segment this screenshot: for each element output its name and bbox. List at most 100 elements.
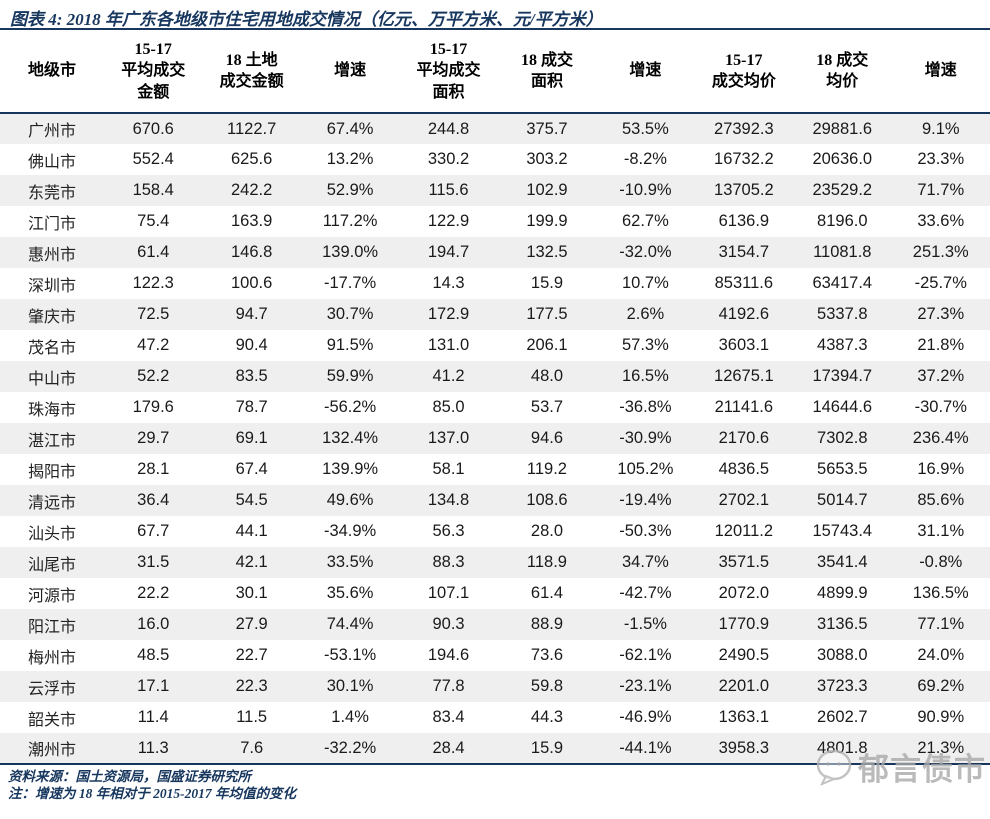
value-cell: 115.6 (428, 181, 469, 199)
city-cell: 肇庆市 (27, 308, 76, 326)
value-cell: 2201.0 (718, 677, 770, 695)
value-cell: 34.7% (622, 553, 669, 571)
value-cell: 330.2 (427, 150, 470, 168)
value-cell: 4192.6 (718, 305, 770, 323)
value-cell: 4899.9 (817, 584, 868, 602)
value-cell: 2170.6 (718, 429, 770, 447)
table-row: 阳江市 16.0 27.9 74.4% 90.3 88.9 -1.5% 1770.9 3136.… (0, 609, 990, 640)
value-cell: 29881.6 (812, 119, 873, 138)
table-row: 清远市 36.4 54.5 49.6% 134.8 108.6 -19.4% 2702.1 50… (0, 485, 990, 516)
value-cell: 2702.1 (718, 491, 770, 509)
table-row: 汕尾市 31.5 42.1 33.5% 88.3 118.9 34.7% 3571.5 3541… (0, 547, 990, 578)
column-header: 增速 (300, 30, 400, 114)
value-cell: 35.6% (326, 584, 374, 602)
value-cell: -23.1% (619, 677, 672, 695)
value-cell: -8.2% (623, 150, 667, 168)
value-cell: 58.1 (432, 460, 465, 478)
value-cell: 10.7% (622, 274, 669, 292)
value-cell: -10.9% (619, 181, 672, 199)
value-cell: 177.5 (526, 305, 568, 323)
value-cell: -34.9% (323, 522, 377, 540)
value-cell: 33.6% (917, 212, 965, 230)
value-cell: 244.8 (427, 119, 470, 138)
value-cell: 59.8 (530, 677, 564, 695)
value-cell: 3571.5 (718, 553, 770, 571)
value-cell: 3958.3 (694, 733, 794, 765)
value-cell: 53.7 (530, 398, 564, 416)
value-cell: -1.5% (623, 615, 667, 633)
table-row: 揭阳市 28.1 67.4 139.9% 58.1 119.2 105.2% 4836.5 56… (0, 454, 990, 485)
value-cell: 94.7 (235, 305, 268, 323)
value-cell: 74.4% (326, 615, 374, 633)
value-cell: 94.6 (530, 429, 564, 447)
value-cell: 16.5% (622, 367, 669, 385)
value-cell: 88.9 (530, 615, 564, 633)
value-cell: 67.4 (235, 460, 268, 478)
value-cell: 41.2 (432, 367, 465, 385)
value-cell: 21141.6 (714, 398, 774, 416)
table-row: 江门市 75.4 163.9 117.2% 122.9 199.9 62.7% 6136.9 8… (0, 206, 990, 237)
value-cell: 21.3% (891, 733, 990, 765)
value-cell: 172.9 (427, 305, 470, 323)
value-cell: 16.0 (137, 615, 170, 633)
value-cell: 118.9 (526, 553, 567, 571)
value-cell: 28.1 (137, 460, 170, 478)
value-cell: 22.3 (235, 677, 268, 695)
value-cell: 27.9 (235, 615, 268, 633)
value-cell: -53.1% (323, 646, 377, 664)
value-cell: 117.2% (322, 212, 378, 230)
value-cell: 8196.0 (817, 212, 868, 230)
value-cell: 7.6 (202, 733, 301, 765)
column-header: 15-17 平均成交 面积 (399, 30, 498, 114)
column-header: 增速 (596, 30, 695, 114)
value-cell: 85.6% (917, 491, 965, 509)
value-cell: 13705.2 (714, 181, 774, 199)
table-row: 云浮市 17.1 22.3 30.1% 77.8 59.8 -23.1% 2201.0 3723… (0, 671, 990, 702)
table-row: 广州市 670.6 1122.7 67.4% 244.8 375.7 53.5% 27392.… (0, 113, 990, 144)
city-cell: 潮州市 (0, 733, 104, 765)
table-row: 潮州市 11.3 7.6 -32.2% 28.4 15.9 -44.1% 3958.3 4801… (0, 733, 990, 765)
value-cell: 122.3 (132, 274, 174, 292)
column-header: 18 土地 成交金额 (202, 30, 301, 114)
value-cell: 73.6 (530, 646, 564, 664)
value-cell: 11.3 (104, 733, 203, 765)
city-cell: 佛山市 (27, 153, 76, 171)
value-cell: 119.2 (526, 460, 567, 478)
value-cell: -32.2% (300, 733, 400, 765)
value-cell: 2072.0 (718, 584, 770, 602)
value-cell: 122.9 (427, 212, 470, 230)
value-cell: 12011.2 (714, 522, 774, 540)
value-cell: 69.1 (235, 429, 268, 447)
value-cell: 3541.4 (817, 553, 868, 571)
city-cell: 中山市 (27, 370, 76, 388)
value-cell: 54.5 (235, 491, 268, 509)
table-row: 东莞市 158.4 242.2 52.9% 115.6 102.9 -10.9% 13705.… (0, 175, 990, 206)
table-row: 茂名市 47.2 90.4 91.5% 131.0 206.1 57.3% 3603.1 438… (0, 330, 990, 361)
value-cell: 625.6 (231, 150, 273, 168)
value-cell: 3603.1 (718, 336, 770, 354)
value-cell: 83.5 (235, 367, 268, 385)
city-cell: 河源市 (27, 587, 76, 605)
value-cell: 4836.5 (718, 460, 770, 478)
value-cell: 3154.7 (718, 243, 770, 261)
value-cell: -30.9% (619, 429, 672, 447)
value-cell: 62.7% (622, 212, 669, 230)
value-cell: 85311.6 (714, 274, 774, 292)
table-row: 韶关市 11.4 11.5 1.4% 83.4 44.3 -46.9% 1363.1 2602.… (0, 702, 990, 733)
value-cell: -30.7% (914, 398, 967, 416)
table-row: 肇庆市 72.5 94.7 30.7% 172.9 177.5 2.6% 4192.6 5337… (0, 299, 990, 330)
city-cell: 茂名市 (27, 339, 76, 357)
value-cell: 77.8 (432, 677, 465, 695)
value-cell: 303.2 (526, 150, 568, 168)
value-cell: 44.1 (235, 522, 268, 540)
value-cell: 1.4% (331, 708, 369, 726)
value-cell: 28.0 (530, 522, 564, 540)
value-cell: 90.4 (235, 336, 268, 354)
city-cell: 揭阳市 (27, 463, 76, 481)
city-cell: 梅州市 (27, 649, 76, 667)
value-cell: 83.4 (432, 708, 465, 726)
value-cell: 146.8 (231, 243, 273, 261)
city-cell: 广州市 (27, 123, 76, 140)
column-header: 15-17 平均成交 金额 (104, 30, 203, 114)
